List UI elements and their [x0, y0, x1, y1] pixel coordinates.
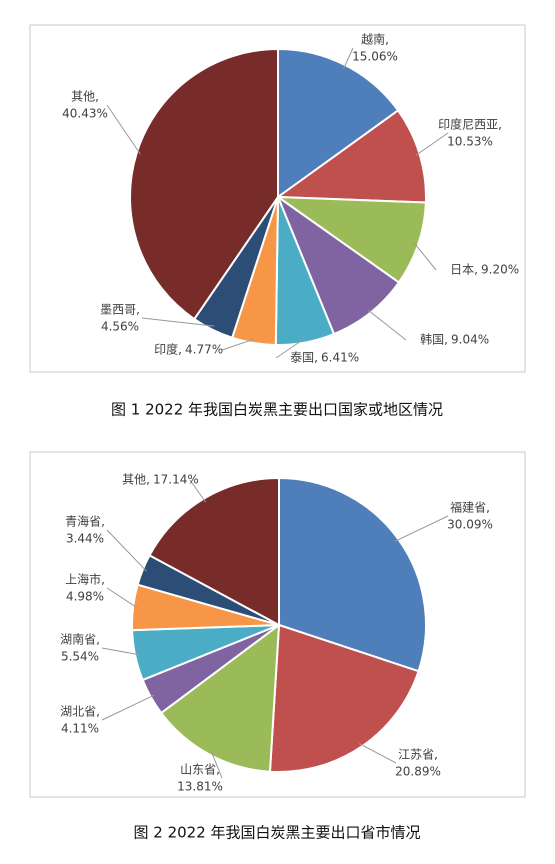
leader-line — [101, 694, 155, 721]
label-value: 4.11% — [61, 722, 99, 736]
label-name: 越南, — [361, 32, 389, 47]
pie-slice — [275, 194, 401, 336]
label-name: 湖北省, — [60, 704, 100, 719]
leader-line — [275, 338, 305, 359]
chart-frame — [29, 451, 526, 798]
label-name: 青海省, — [65, 514, 105, 529]
label-value: 20.89% — [395, 765, 441, 779]
pie-slice — [275, 109, 427, 204]
label-name: 韩国, — [420, 332, 448, 347]
leader-line — [101, 647, 140, 656]
label-name: 山东省, — [180, 763, 220, 777]
label-value: 17.14% — [153, 473, 199, 487]
leader-line — [394, 515, 449, 542]
leader-line — [189, 479, 207, 503]
label-name: 其他, — [71, 90, 99, 104]
pie-slice — [159, 622, 281, 773]
label-name: 泰国, — [290, 351, 318, 365]
label-value: 3.44% — [66, 532, 104, 546]
label-value: 4.98% — [66, 590, 104, 604]
label-name: 日本, — [450, 263, 478, 277]
pie-slice — [268, 623, 420, 773]
label-value: 9.20% — [481, 263, 519, 277]
caption: 图 2 2022 年我国白炭黑主要出口省市情况 — [133, 824, 420, 842]
label-value: 30.09% — [447, 518, 493, 532]
leader-line — [141, 317, 215, 327]
pie-slice — [274, 195, 427, 284]
label-value: 5.54% — [61, 650, 99, 664]
leader-line — [106, 587, 138, 609]
leader-line — [414, 242, 437, 271]
label-name: 其他, — [122, 473, 150, 487]
label-name: 印度尼西亚, — [438, 117, 502, 132]
leader-line — [106, 529, 147, 572]
chart-frame — [29, 24, 526, 373]
label-name: 上海市, — [65, 572, 105, 587]
label-value: 9.04% — [451, 333, 489, 347]
label-value: 15.06% — [352, 50, 398, 64]
label-value: 4.56% — [101, 320, 139, 334]
leader-line — [367, 309, 407, 341]
label-name: 印度, — [154, 342, 182, 357]
leader-line — [221, 338, 255, 351]
label-value: 40.43% — [62, 107, 108, 121]
caption: 图 1 2022 年我国白炭黑主要出口国家或地区情况 — [111, 401, 443, 419]
leader-line — [415, 132, 449, 156]
label-name: 福建省, — [450, 500, 490, 515]
label-value: 4.77% — [185, 343, 223, 357]
leader-line — [343, 47, 354, 70]
label-value: 10.53% — [447, 135, 493, 149]
label-value: 13.81% — [177, 780, 223, 794]
pie-slice — [278, 476, 427, 673]
leader-line — [358, 743, 397, 764]
label-name: 湖南省, — [60, 632, 100, 647]
label-name: 墨西哥, — [100, 303, 140, 317]
pie-slice — [129, 47, 279, 321]
leader-line — [106, 104, 141, 155]
label-name: 江苏省, — [398, 748, 438, 762]
leader-line — [210, 750, 223, 779]
label-value: 6.41% — [321, 351, 359, 365]
